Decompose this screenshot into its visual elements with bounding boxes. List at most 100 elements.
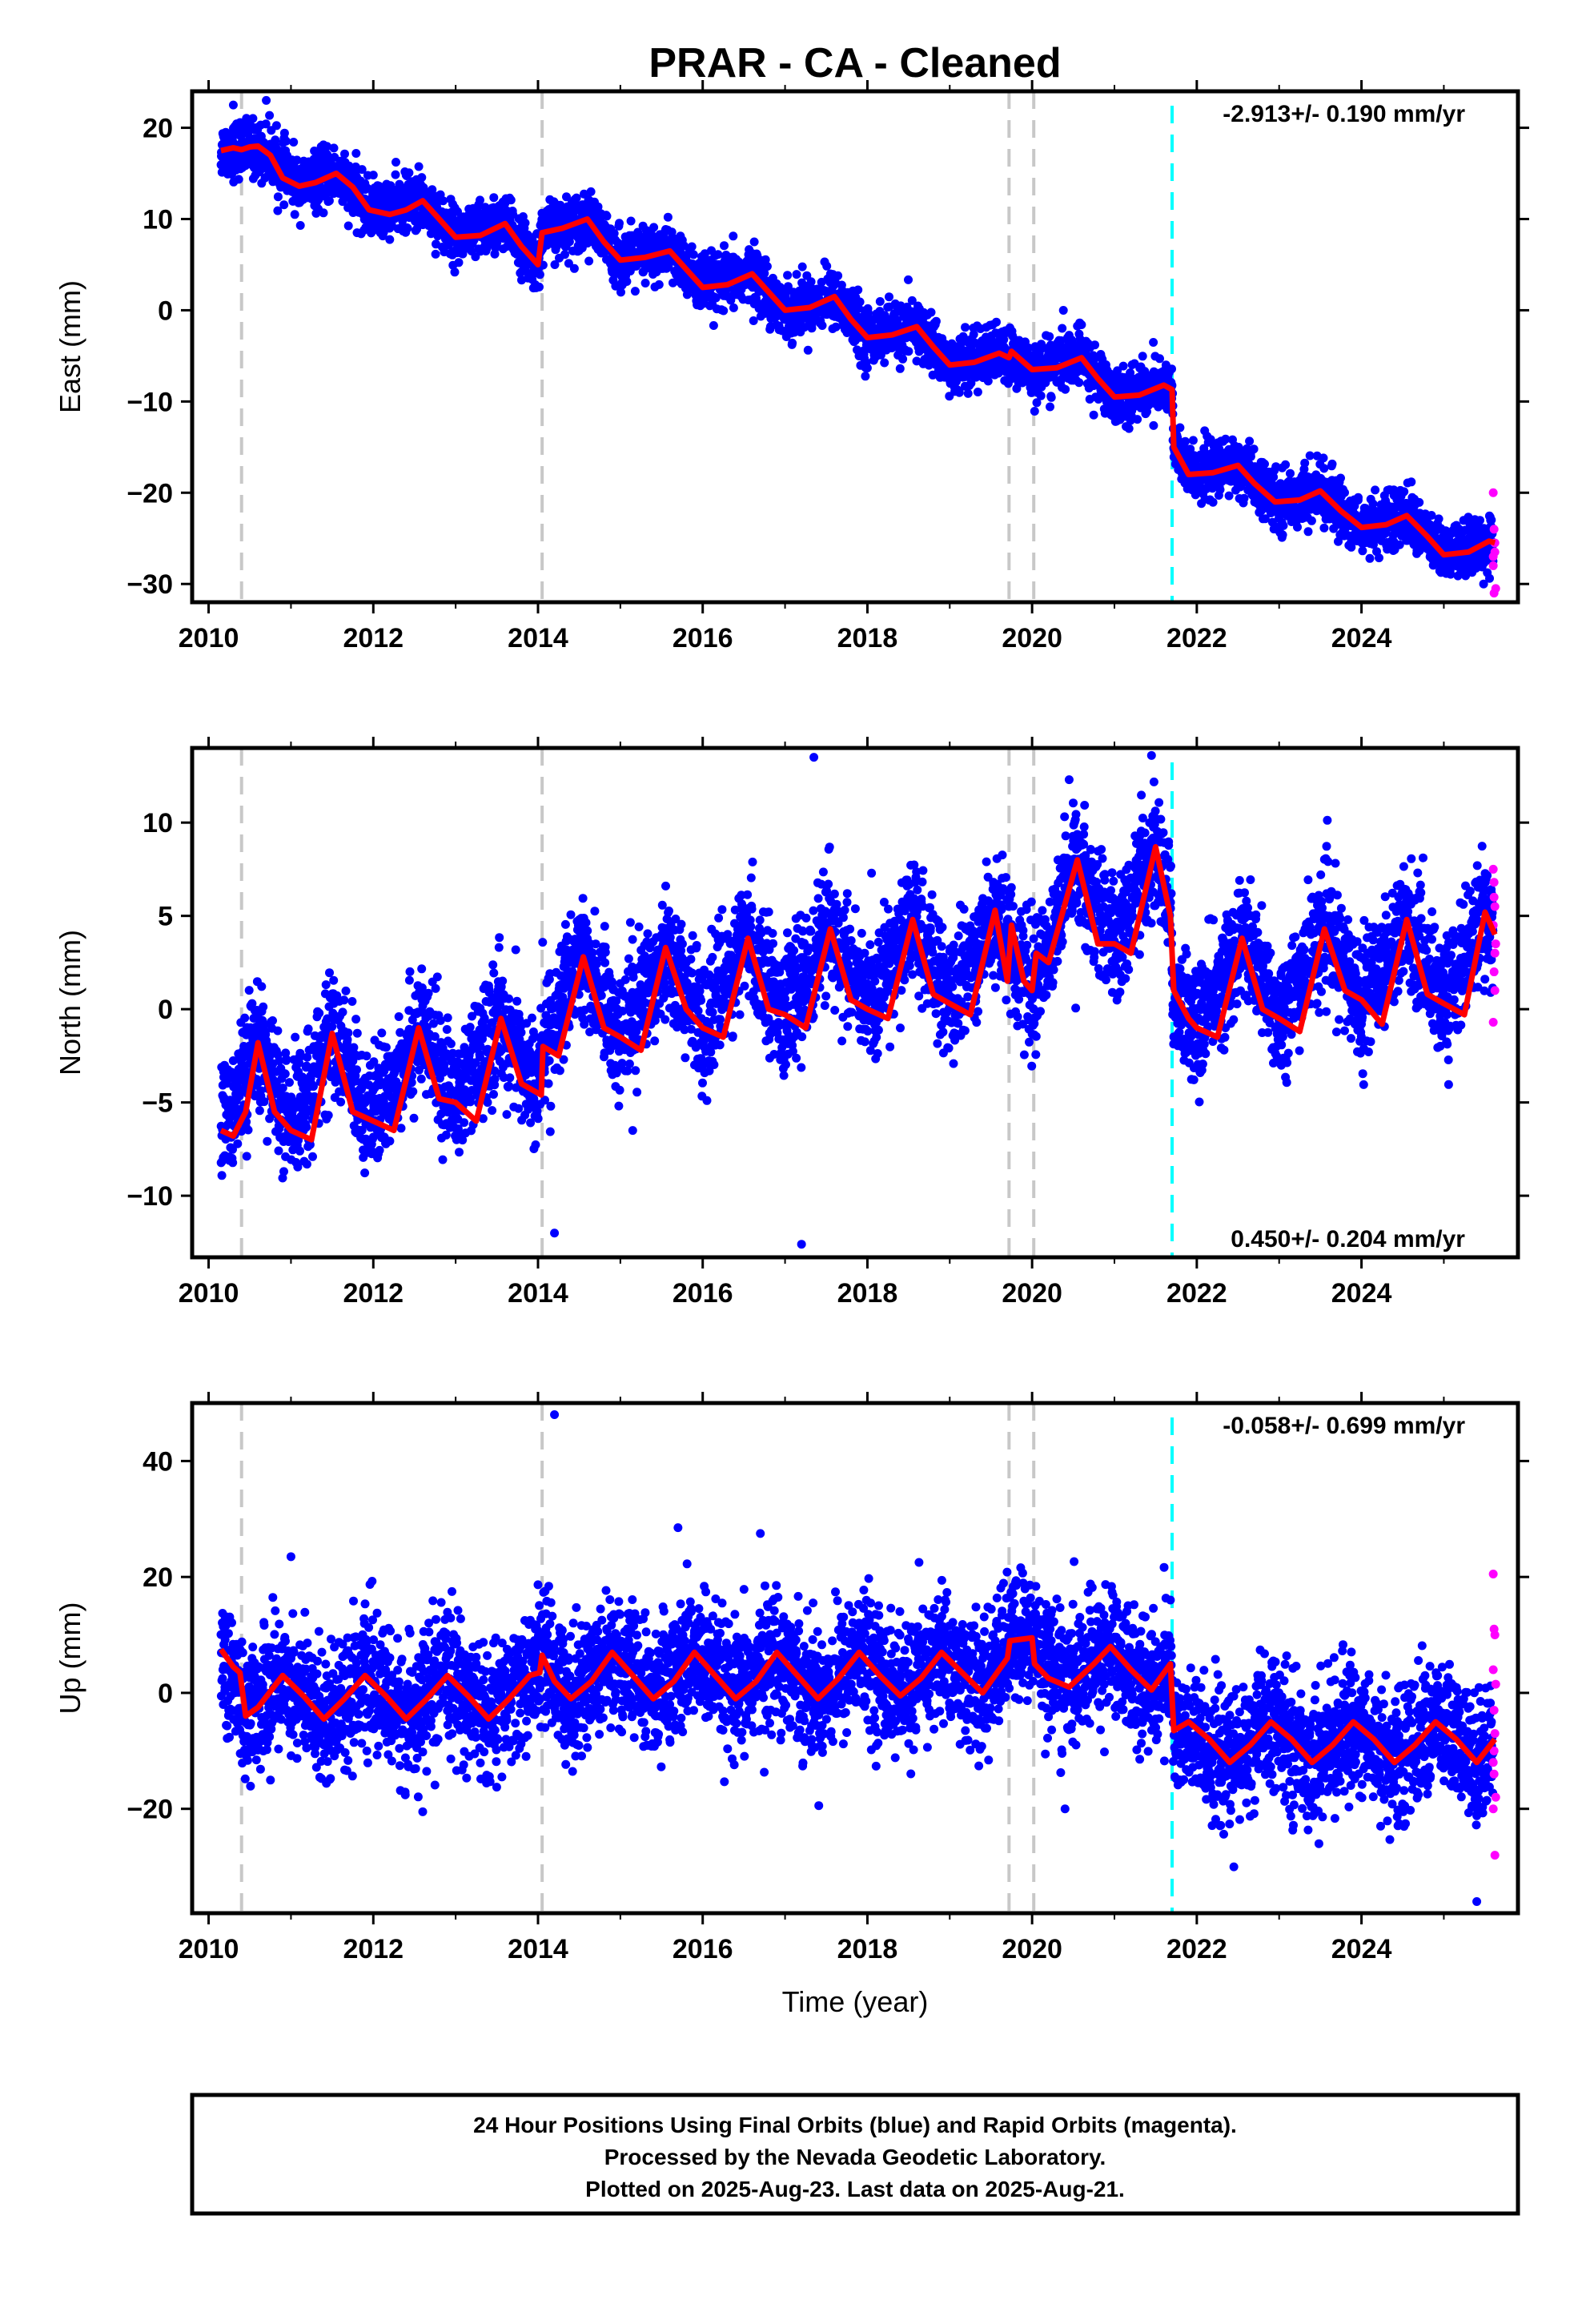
data-point [319,208,328,218]
data-point [417,173,427,183]
data-point [404,168,414,178]
data-point [584,256,594,266]
data-point [622,277,632,286]
data-point [1300,458,1310,468]
data-point [831,322,841,332]
data-point [1036,391,1046,400]
data-point [669,278,677,287]
data-point [593,202,603,211]
data-point [862,364,872,372]
data-point [1278,530,1287,540]
data-point [663,212,673,222]
data-point [680,241,689,251]
data-point [807,324,817,333]
data-point [749,237,759,247]
data-point [729,231,738,241]
data-point [1395,540,1404,549]
data-point [586,187,596,196]
data-point [1046,402,1054,412]
data-point [761,255,770,264]
data-point [630,287,640,296]
data-point [1260,514,1270,524]
data-point [654,279,664,289]
data-point [616,287,625,297]
data-point [1224,491,1234,501]
data-point [885,292,893,302]
data-point [1399,487,1409,497]
data-point [1334,537,1343,546]
data-point [640,279,650,287]
data-point [969,330,978,340]
data-point [1155,354,1164,364]
data-point [357,165,367,175]
data-point [1077,320,1086,329]
data-point [788,338,797,348]
data-point [279,128,289,138]
data-point [880,358,889,368]
data-point [292,155,302,165]
data-point [1149,338,1158,347]
data-point [602,211,612,221]
data-point [1319,523,1329,533]
data-point [1138,352,1147,361]
data-point [550,260,560,269]
data-point [1208,497,1218,507]
data-point [329,143,339,153]
data-point [1167,364,1176,374]
data-point [391,170,400,179]
panel-east: 2010 2012 2014 2016 2018 2020 2022 202420100−10… [54,80,1529,653]
data-point [1118,361,1128,371]
data-point [904,275,913,284]
data-point [450,267,460,277]
data-point [687,242,697,251]
data-point [414,162,424,171]
data-point [1249,444,1259,454]
data-point [966,379,976,388]
data-point [1407,477,1416,487]
data-point [1365,553,1375,563]
data-point [963,388,973,398]
data-point [1279,521,1288,530]
data-point [806,277,816,287]
data-point [1215,485,1225,494]
data-point [368,171,378,180]
data-point [762,262,772,271]
data-point [1181,436,1190,446]
data-point [1293,522,1302,532]
data-point [1032,398,1042,408]
data-point [1246,452,1255,461]
data-point [797,262,807,271]
data-point [729,303,738,312]
data-point [1188,436,1198,445]
data-point [1124,424,1134,433]
data-point [520,218,530,227]
data-point [1089,356,1098,364]
data-point [961,323,970,332]
data-point [1305,451,1315,460]
data-point [1058,306,1068,315]
data-point [1058,324,1067,333]
data-point [875,297,885,306]
data-point [1354,493,1363,502]
data-point [1434,514,1443,524]
data-point [749,316,758,325]
data-point [1340,488,1349,497]
data-point [290,210,299,219]
data-point [649,223,659,232]
chart-title: PRAR - CA - Cleaned [648,40,1061,86]
data-point [535,270,544,279]
data-point [1045,332,1054,341]
data-point [1206,435,1215,444]
data-point [1056,336,1066,345]
data-point [1286,468,1295,478]
data-point [506,195,516,205]
data-point [340,149,349,159]
data-point [898,354,908,364]
data-point [1175,423,1185,432]
data-point [1336,473,1345,483]
data-point [271,135,280,145]
data-point [861,372,870,381]
data-point [535,282,544,292]
data-point [385,235,395,244]
data-point [324,196,334,206]
